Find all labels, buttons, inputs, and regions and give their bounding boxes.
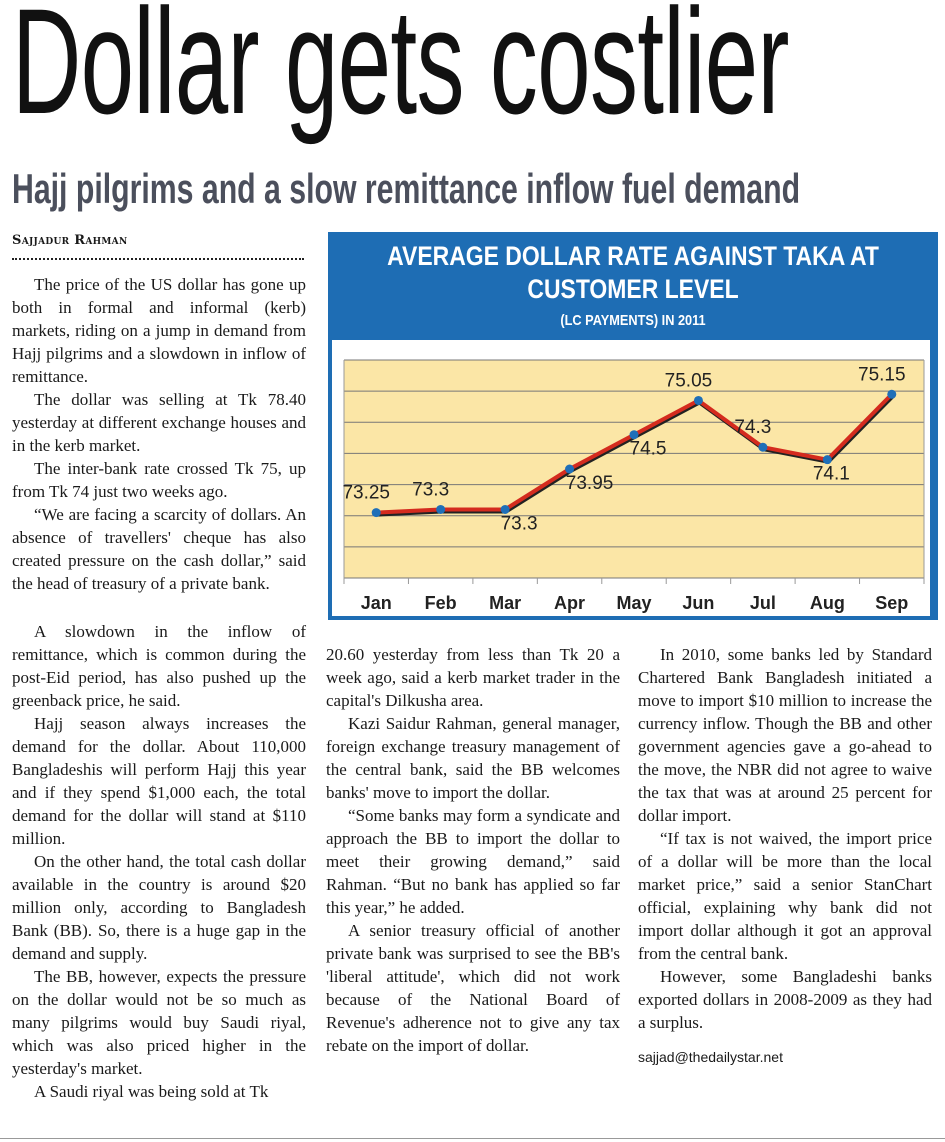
paragraph: “If tax is not waived, the import price …: [638, 829, 932, 963]
subheadline: Hajj pilgrims and a slow remittance infl…: [12, 165, 801, 212]
column-1-bottom: A slowdown in the inflow of remittance, …: [12, 620, 306, 1103]
data-point: [500, 504, 510, 514]
chart-box: AVERAGE DOLLAR RATE AGAINST TAKA AT CUST…: [328, 232, 938, 620]
paragraph: The inter-bank rate crossed Tk 75, up fr…: [12, 459, 306, 501]
data-point: [565, 464, 575, 474]
data-label: 74.5: [630, 439, 667, 460]
paragraph: The dollar was selling at Tk 78.40 yeste…: [12, 390, 306, 455]
x-tick-label: Mar: [489, 593, 521, 613]
data-point: [693, 395, 703, 405]
column-1-top: The price of the US dollar has gone up b…: [12, 273, 306, 620]
x-tick-label: Sep: [875, 593, 908, 613]
data-point: [371, 508, 381, 518]
paragraph: In 2010, some banks led by Standard Char…: [638, 645, 932, 825]
column-2: 20.60 yesterday from less than Tk 20 a w…: [326, 643, 620, 1057]
paragraph: “We are facing a scarcity of dollars. An…: [12, 505, 306, 593]
x-tick-label: Jul: [750, 593, 776, 613]
paragraph: 20.60 yesterday from less than Tk 20 a w…: [326, 645, 620, 710]
data-label: 74.1: [813, 464, 850, 485]
author-email: sajjad@thedailystar.net: [638, 1049, 783, 1065]
data-label: 73.95: [566, 473, 614, 494]
paragraph: Hajj season always increases the demand …: [12, 714, 306, 848]
paragraph: Kazi Saidur Rahman, general manager, for…: [326, 714, 620, 802]
paragraph: On the other hand, the total cash dollar…: [12, 852, 306, 963]
x-tick-label: Apr: [554, 593, 585, 613]
data-point: [436, 504, 446, 514]
x-tick-label: Jun: [682, 593, 714, 613]
chart-title: AVERAGE DOLLAR RATE AGAINST TAKA AT CUST…: [387, 241, 879, 304]
data-label: 75.15: [858, 364, 906, 385]
data-label: 75.05: [665, 370, 713, 391]
x-tick-label: Aug: [810, 593, 845, 613]
headline: Dollar gets costlier: [12, 0, 789, 145]
plot-area: [344, 360, 924, 578]
paragraph: The BB, however, expects the pressure on…: [12, 967, 306, 1078]
chart-subtitle: (LC PAYMENTS) IN 2011: [560, 312, 706, 329]
line-chart: 73.25 Jan 73.3 Feb 73.3 Mar 73.95 Apr 74.5 May 75.…: [342, 359, 925, 613]
data-label: 73.3: [412, 479, 449, 500]
data-point: [758, 442, 768, 452]
column-3: In 2010, some banks led by Standard Char…: [638, 643, 932, 1069]
data-label: 74.3: [734, 417, 771, 438]
paragraph: A Saudi riyal was being sold at Tk: [34, 1082, 269, 1101]
paragraph: A slowdown in the inflow of remittance, …: [12, 622, 306, 710]
data-point: [629, 430, 639, 440]
data-point: [822, 455, 832, 465]
byline-divider: [12, 258, 304, 260]
chart-body: 73.25 Jan 73.3 Feb 73.3 Mar 73.95 Apr 74.5 May 75.…: [332, 340, 930, 616]
data-point: [887, 389, 897, 399]
column-1: The price of the US dollar has gone up b…: [12, 273, 306, 1103]
x-tick-label: May: [616, 593, 651, 613]
paragraph: The price of the US dollar has gone up b…: [12, 275, 306, 386]
paragraph: However, some Bangladeshi banks exported…: [638, 967, 932, 1032]
data-label: 73.25: [342, 483, 390, 504]
x-tick-label: Feb: [425, 593, 457, 613]
x-tick-label: Jan: [361, 593, 392, 613]
byline: Sajjadur Rahman: [12, 233, 128, 248]
data-label: 73.3: [501, 513, 538, 534]
page-bottom-rule: [0, 1138, 945, 1139]
paragraph: “Some banks may form a syndicate and app…: [326, 806, 620, 917]
paragraph: A senior treasury official of another pr…: [326, 921, 620, 1055]
